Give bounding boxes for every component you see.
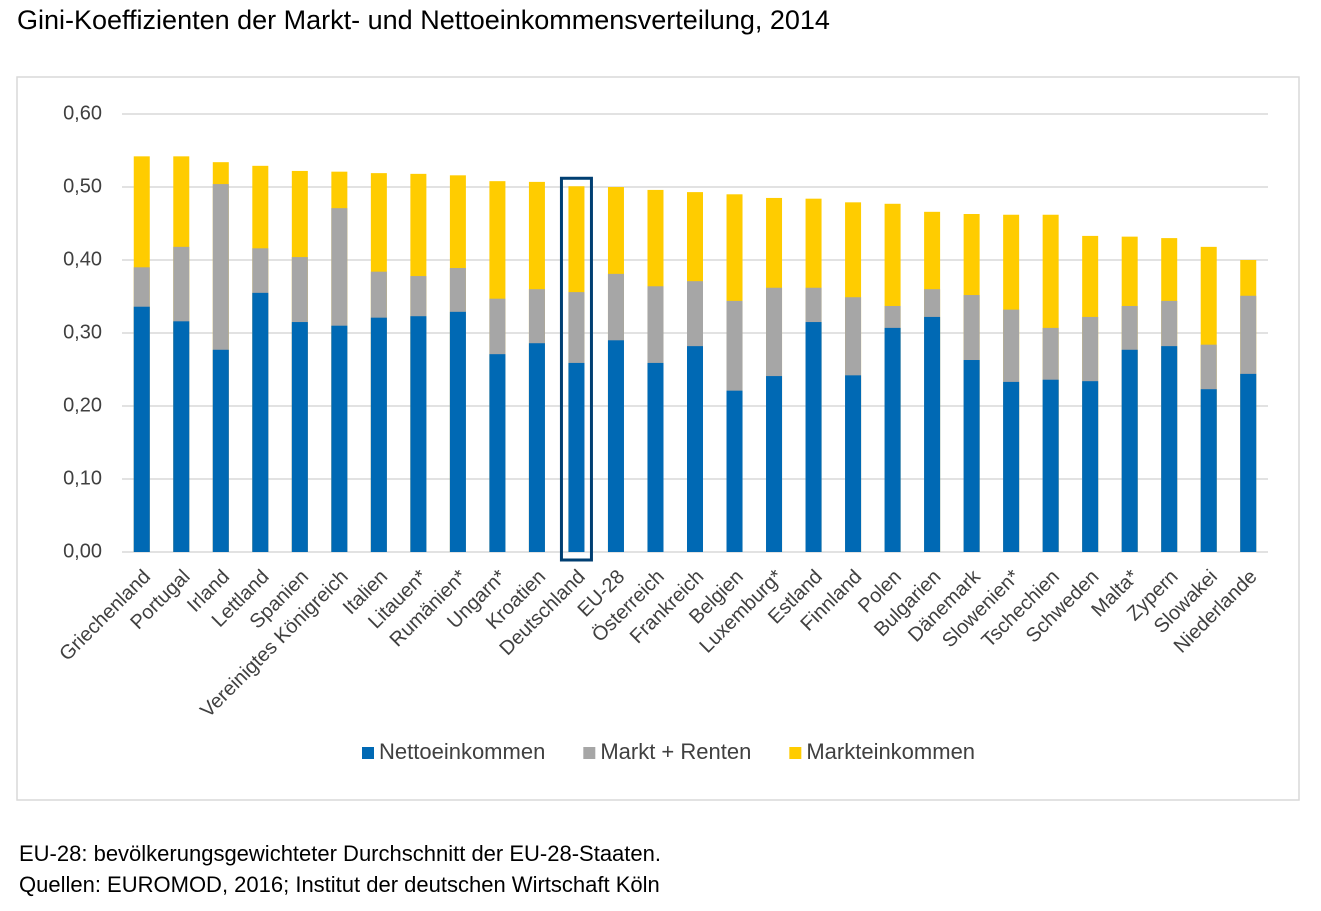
- legend-label: Markt + Renten: [600, 739, 751, 764]
- bar: [489, 354, 506, 552]
- bar: [291, 322, 308, 552]
- bar: [884, 327, 901, 552]
- legend-swatch: [583, 747, 596, 759]
- y-tick-label: 0,30: [63, 321, 102, 343]
- bar: [647, 362, 664, 552]
- legend-label: Nettoeinkommen: [379, 739, 545, 764]
- bar: [133, 306, 150, 552]
- bar: [1240, 373, 1257, 552]
- chart-title: Gini-Koeffizienten der Markt- und Nettoe…: [17, 5, 830, 35]
- bar: [845, 375, 862, 552]
- highlight-box: [559, 176, 593, 562]
- bar: [607, 340, 624, 552]
- y-tick-label: 0,00: [63, 540, 102, 562]
- bar: [1003, 381, 1020, 552]
- y-tick-label: 0,50: [63, 175, 102, 197]
- y-tick-label: 0,60: [63, 102, 102, 124]
- y-tick-label: 0,40: [63, 248, 102, 270]
- bar: [370, 317, 387, 552]
- chart-frame: [16, 76, 1300, 801]
- bar: [212, 349, 229, 552]
- bar: [331, 325, 348, 552]
- bar: [252, 292, 269, 552]
- legend-swatch: [789, 747, 802, 759]
- legend-label: Markteinkommen: [806, 739, 975, 764]
- bar: [528, 343, 545, 552]
- footnote: Quellen: EUROMOD, 2016; Institut der deu…: [19, 872, 660, 897]
- bar: [1200, 389, 1217, 552]
- bar: [173, 321, 190, 552]
- bar: [687, 346, 703, 552]
- bar: [1121, 349, 1138, 552]
- footnote: EU-28: bevölkerungsgewichteter Durchschn…: [19, 841, 661, 866]
- y-tick-label: 0,10: [63, 467, 102, 489]
- bar: [766, 376, 783, 552]
- bar: [805, 322, 822, 552]
- bar: [568, 362, 585, 552]
- bar: [963, 360, 980, 552]
- bar: [410, 316, 427, 552]
- bar: [726, 390, 743, 552]
- bar: [1042, 379, 1059, 552]
- bar: [924, 316, 941, 552]
- bar: [1161, 346, 1178, 552]
- y-tick-label: 0,20: [63, 394, 102, 416]
- bar: [1082, 381, 1099, 552]
- legend-swatch: [362, 747, 374, 759]
- bar: [449, 311, 466, 552]
